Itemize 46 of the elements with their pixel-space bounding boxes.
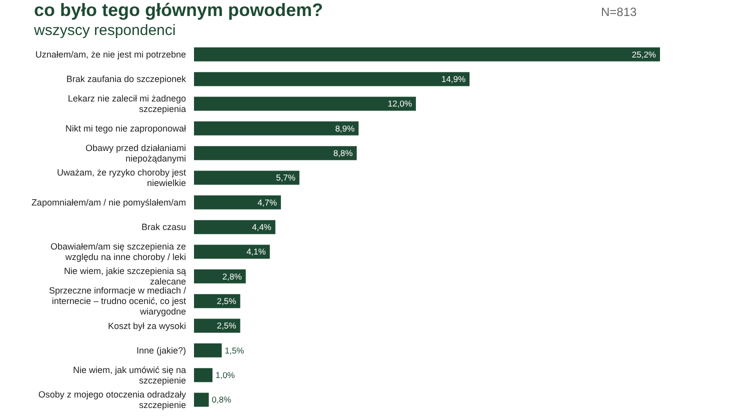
- bar: [194, 170, 300, 185]
- data-label: 8,9%: [335, 123, 356, 134]
- data-label: 1,0%: [215, 370, 236, 380]
- y-tick-label: Uznałem/am, że nie jest mi potrzebne: [35, 49, 186, 60]
- bar: [194, 121, 359, 136]
- chart-subtitle: wszyscy respondenci: [34, 22, 176, 39]
- data-label: 25,2%: [632, 49, 656, 60]
- data-label: 4,7%: [258, 197, 278, 208]
- y-tick-label: Obawy przed działaniami niepożądanymi: [85, 142, 186, 164]
- data-label: 4,1%: [246, 246, 266, 257]
- bar: [194, 146, 357, 160]
- y-tick-label: Lekarz nie zalecił mi żadnego szczepienia: [68, 94, 186, 114]
- bar: [194, 343, 222, 358]
- chart-title: co było tego głównym powodem?: [34, 0, 324, 21]
- y-tick-label: Koszt był za wysoki: [108, 320, 186, 331]
- data-label: 0,8%: [212, 394, 232, 405]
- y-tick-label: Uważam, że ryzyko choroby jest niewielkie: [56, 168, 186, 188]
- data-label: 8,8%: [333, 148, 354, 158]
- data-label: 5,7%: [276, 172, 296, 183]
- y-tick-label: Inne (jakie?): [136, 345, 186, 356]
- data-label: 2,5%: [216, 320, 237, 331]
- y-tick-label: Obawiałem/am się szczepienia ze względu na inne choroby / leki: [50, 242, 186, 262]
- bar: [194, 269, 246, 284]
- y-tick-label: Nikt mi tego nie zaproponował: [65, 123, 186, 134]
- data-label: 12,0%: [388, 98, 412, 109]
- bar: [194, 244, 270, 259]
- data-label: 2,5%: [216, 296, 237, 306]
- y-tick-label: Brak zaufania do szczepionek: [66, 74, 186, 84]
- data-label: 2,8%: [222, 271, 242, 282]
- bar: [194, 220, 276, 234]
- y-tick-label: Brak czasu: [141, 222, 186, 232]
- bar: [194, 195, 281, 210]
- text: N=813: [601, 5, 637, 19]
- y-tick-label: Nie wiem, jak umówić się na szczepienie: [72, 364, 186, 386]
- bar: [194, 72, 470, 86]
- bar: [194, 96, 416, 111]
- y-tick-label: Sprzeczne informacje w mediach / internecie – trudno ocenić, co jest wiarygodne: [48, 286, 186, 317]
- bar: [194, 392, 209, 407]
- bar: [194, 368, 212, 382]
- y-tick-label: Osoby z mojego otoczenia odradzały szczepienie: [38, 390, 186, 410]
- y-tick-label: Nie wiem, jakie szczepienia są zalecane: [64, 266, 186, 287]
- data-label: 4,4%: [252, 222, 272, 232]
- data-label: 1,5%: [224, 345, 245, 356]
- data-label: 14,9%: [441, 74, 466, 84]
- y-tick-label: Zapomniałem/am / nie pomyślałem/am: [31, 197, 186, 208]
- bar: [194, 47, 660, 62]
